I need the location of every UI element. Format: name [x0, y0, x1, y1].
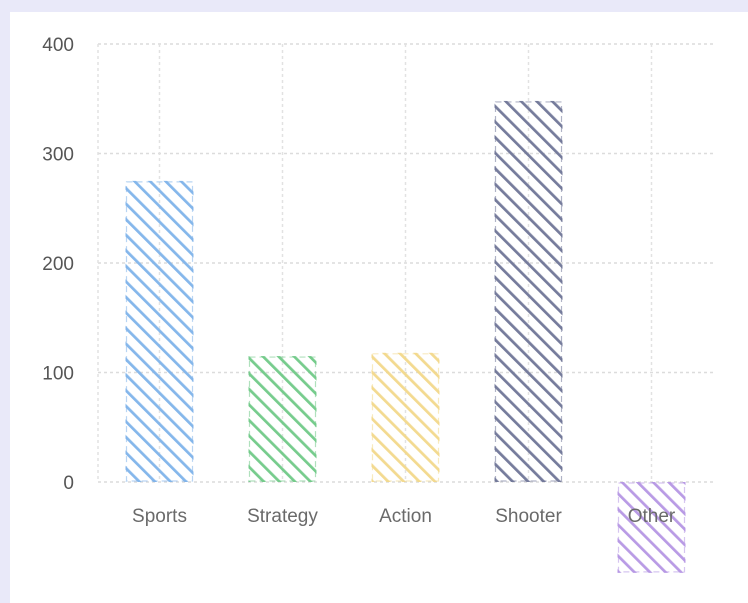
- bar-fill-action: [371, 352, 440, 482]
- bar-action: [371, 352, 440, 482]
- bar-other: [617, 482, 686, 573]
- y-tick-label-100: 100: [42, 364, 74, 385]
- bar-fill-shooter: [494, 100, 563, 482]
- bar-fill-sports: [125, 180, 194, 482]
- y-axis-ticks: 0 100 200 300 400: [42, 35, 74, 494]
- x-tick-label-sports: Sports: [132, 506, 187, 527]
- bar-outline-shooter: [494, 101, 563, 482]
- chart-card: 0 100 200 300 400 Sports Strategy Action Shoote…: [10, 12, 748, 603]
- bar-outline-sports: [125, 181, 194, 482]
- x-tick-label-strategy: Strategy: [247, 506, 318, 527]
- bar-chart: 0 100 200 300 400 Sports Strategy Action Shoote…: [42, 35, 713, 573]
- bar-outline-other: [617, 482, 686, 573]
- bar-outline-strategy: [248, 356, 317, 482]
- x-tick-label-action: Action: [379, 506, 432, 527]
- bar-strategy: [248, 356, 317, 482]
- bars: [125, 100, 686, 573]
- bar-shooter: [494, 100, 563, 482]
- bar-fill-strategy: [248, 356, 317, 482]
- x-axis-labels: Sports Strategy Action Shooter Other: [132, 506, 676, 527]
- x-tick-label-shooter: Shooter: [495, 506, 562, 527]
- bar-sports: [125, 180, 194, 482]
- y-tick-label-300: 300: [42, 145, 74, 166]
- bar-fill-other: [617, 482, 686, 573]
- y-tick-label-400: 400: [42, 35, 74, 56]
- y-tick-label-0: 0: [63, 473, 74, 494]
- bar-outline-action: [371, 353, 440, 482]
- y-tick-label-200: 200: [42, 254, 74, 275]
- x-tick-label-other: Other: [628, 506, 676, 527]
